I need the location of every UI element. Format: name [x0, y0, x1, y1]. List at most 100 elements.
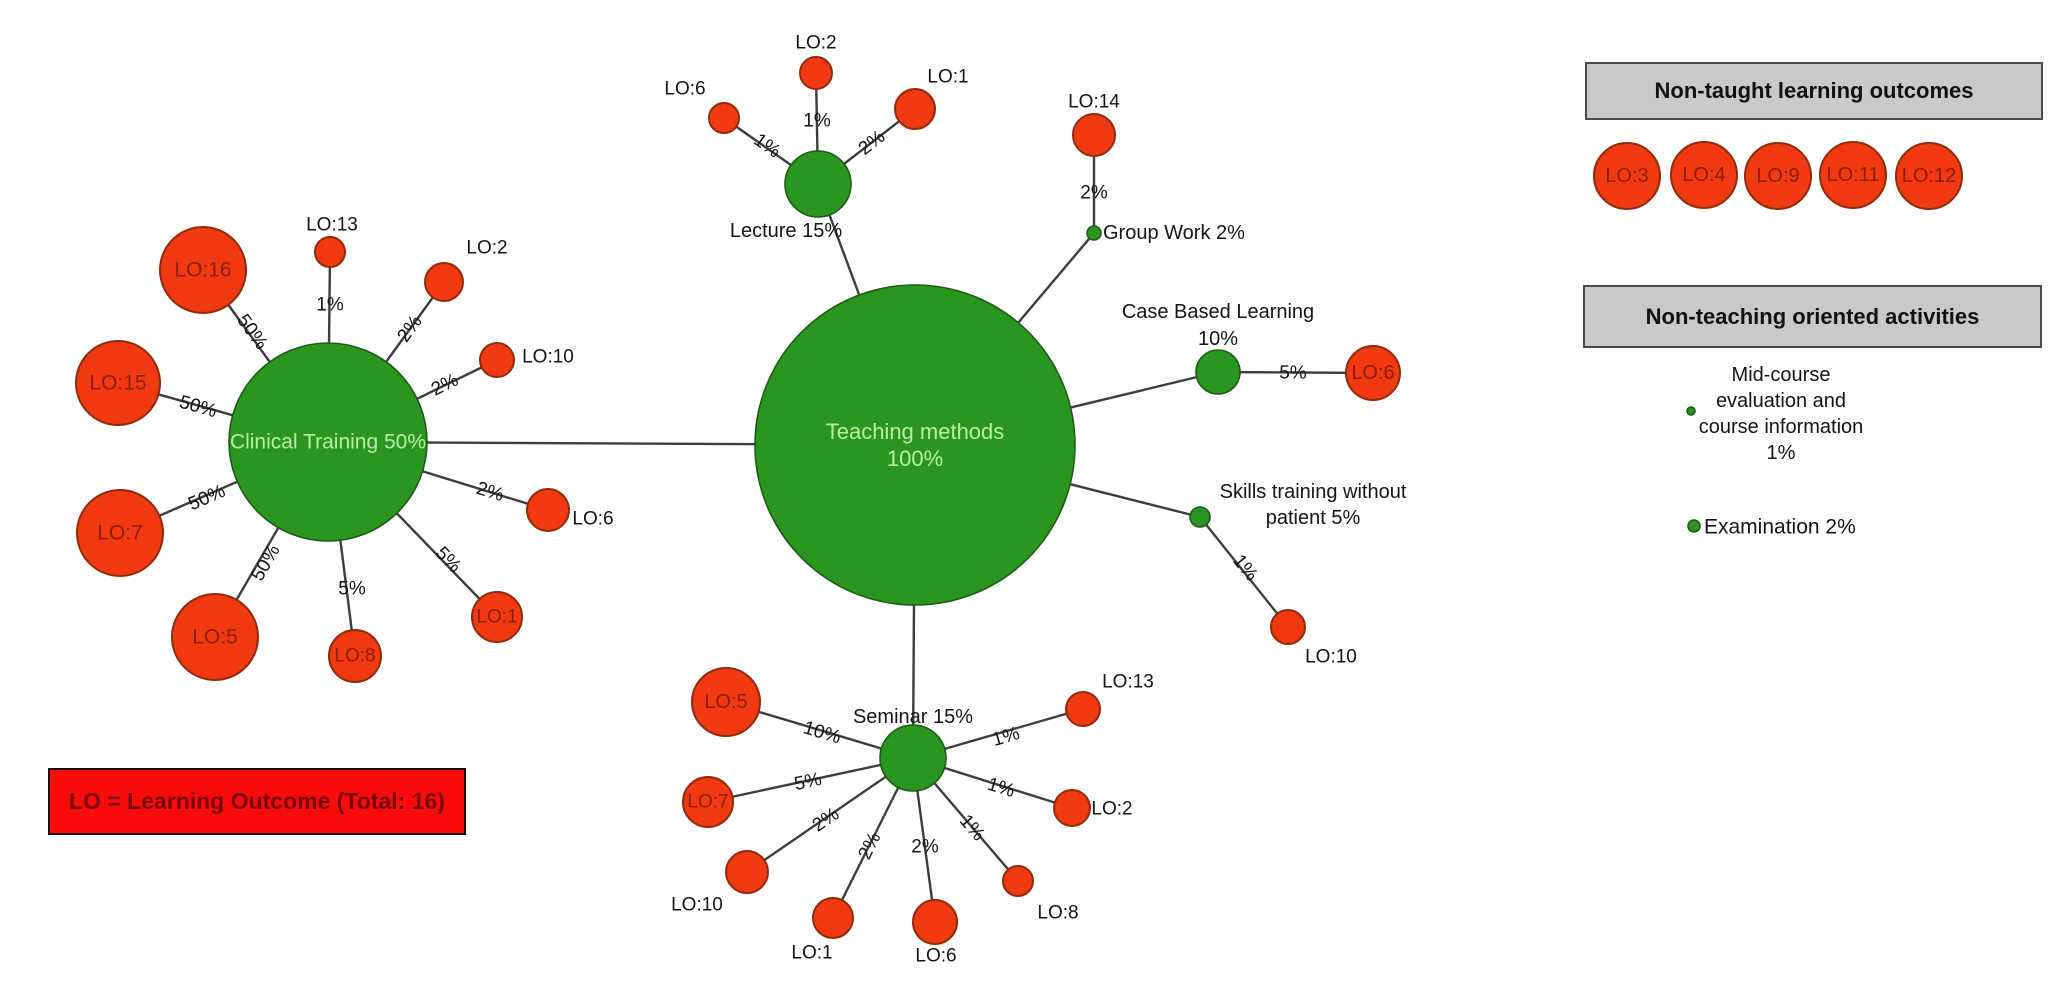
- label-pn-lo12: LO:12: [1902, 165, 1956, 187]
- node-groupwork: [1086, 225, 1102, 241]
- label-sem-lo8: LO:8: [1037, 903, 1078, 924]
- label-sem-lo1: LO:1: [791, 943, 832, 964]
- label-cl-lo8: LO:8: [334, 646, 375, 667]
- edge-label-clinical-cl-lo1: 5%: [431, 543, 465, 577]
- edge-label-groupwork-lo14: 2%: [1080, 183, 1108, 204]
- label-sem-lo7: LO:7: [687, 792, 728, 813]
- label-sem-lo5: LO:5: [704, 691, 747, 713]
- node-midcourse: [1686, 406, 1696, 416]
- node-sem-lo13: [1065, 691, 1101, 727]
- label-sem-lo10: LO:10: [671, 895, 723, 916]
- node-cl-lo8: [328, 629, 382, 683]
- label-skills-l0: Skills training without: [1220, 481, 1407, 503]
- label-lec-lo6: LO:6: [664, 79, 705, 100]
- label-midcourse-l3: 1%: [1767, 442, 1796, 464]
- node-cl-lo5: [171, 593, 259, 681]
- label-cl-lo13: LO:13: [306, 215, 358, 236]
- label-pn-lo3: LO:3: [1605, 165, 1648, 187]
- edge-label-clinical-cl-lo15: 50%: [177, 392, 219, 423]
- edge-label-clinical-cl-lo5: 50%: [247, 541, 284, 585]
- node-pn-lo12: [1895, 142, 1963, 210]
- node-skills: [1189, 506, 1211, 528]
- label-midcourse-l1: evaluation and: [1716, 390, 1846, 412]
- node-sem-lo6: [912, 899, 958, 945]
- edge-label-seminar-sem-lo5: 10%: [801, 717, 844, 748]
- edge-label-seminar-sem-lo1: 2%: [854, 829, 885, 863]
- edge-label-cbl-cbl-lo6: 5%: [1279, 362, 1307, 383]
- node-cl-lo15: [75, 340, 161, 426]
- edge-label-clinical-cl-lo2: 2%: [393, 312, 426, 347]
- edge-label-clinical-cl-lo13: 1%: [316, 295, 344, 316]
- label-clinical: Clinical Training 50%: [230, 431, 426, 454]
- node-pn-lo4: [1670, 141, 1738, 209]
- node-clinical: [228, 342, 428, 542]
- label-cbl-l0: Case Based Learning: [1122, 301, 1314, 323]
- label-midcourse-l0: Mid-course: [1732, 364, 1831, 386]
- node-cl-lo7: [76, 489, 164, 577]
- label-sem-lo2: LO:2: [1091, 799, 1132, 820]
- node-lo14: [1072, 113, 1116, 157]
- label-lecture: Lecture 15%: [730, 220, 843, 242]
- edge-label-skills-sk-lo10: 1%: [1228, 551, 1262, 586]
- edge-label-clinical-cl-lo8: 5%: [338, 579, 366, 600]
- lo-legend-label: LO = Learning Outcome (Total: 16): [69, 788, 445, 814]
- non-taught-header-label: Non-taught learning outcomes: [1654, 78, 1974, 103]
- node-sem-lo7: [682, 776, 734, 828]
- node-lec-lo6: [708, 102, 740, 134]
- label-skills-l1: patient 5%: [1266, 507, 1361, 529]
- edge-label-clinical-cl-lo6: 2%: [474, 478, 507, 506]
- edge-label-seminar-sem-lo7: 5%: [792, 769, 823, 795]
- node-pn-lo9: [1744, 142, 1812, 210]
- label-teaching-l0: Teaching methods: [826, 419, 1005, 444]
- label-lo14: LO:14: [1068, 92, 1120, 113]
- label-cbl-lo6: LO:6: [1351, 362, 1394, 384]
- label-sem-lo13: LO:13: [1102, 672, 1154, 693]
- non-taught-header: Non-taught learning outcomes: [1585, 62, 2043, 120]
- node-cl-lo1: [471, 591, 523, 643]
- label-lec-lo2: LO:2: [795, 33, 836, 54]
- node-lec-lo1: [894, 88, 936, 130]
- label-cl-lo5: LO:5: [192, 626, 238, 649]
- node-lecture: [784, 150, 852, 218]
- node-sem-lo1: [812, 897, 854, 939]
- label-midcourse-l2: course information: [1699, 416, 1864, 438]
- label-cl-lo16: LO:16: [174, 259, 231, 282]
- label-groupwork: Group Work 2%: [1103, 222, 1245, 244]
- label-cl-lo7: LO:7: [97, 522, 143, 545]
- node-cl-lo16: [159, 226, 247, 314]
- non-teaching-header: Non-teaching oriented activities: [1583, 285, 2042, 348]
- node-seminar: [879, 724, 947, 792]
- label-sem-lo6: LO:6: [915, 946, 956, 967]
- label-exam: Examination 2%: [1704, 516, 1856, 539]
- node-pn-lo3: [1593, 142, 1661, 210]
- node-sem-lo8: [1002, 865, 1034, 897]
- lo-legend-box: LO = Learning Outcome (Total: 16): [48, 768, 466, 835]
- label-cl-lo10: LO:10: [522, 347, 574, 368]
- edge-label-seminar-sem-lo2: 1%: [985, 774, 1018, 802]
- node-cl-lo6: [526, 488, 570, 532]
- node-cl-lo10: [479, 342, 515, 378]
- edge-label-lecture-lec-lo1: 2%: [855, 126, 890, 159]
- node-lec-lo2: [799, 56, 833, 90]
- node-pn-lo11: [1819, 141, 1887, 209]
- label-seminar: Seminar 15%: [853, 706, 973, 728]
- label-cl-lo15: LO:15: [89, 372, 146, 395]
- non-teaching-header-label: Non-teaching oriented activities: [1645, 303, 1980, 329]
- node-cl-lo2: [424, 262, 464, 302]
- edge-seminar-sem-lo7: [707, 756, 914, 804]
- label-cl-lo1: LO:1: [476, 607, 517, 628]
- node-cbl-lo6: [1345, 345, 1401, 401]
- edge-label-lecture-lec-lo2: 1%: [803, 111, 831, 132]
- node-sem-lo5: [691, 667, 761, 737]
- label-sk-lo10: LO:10: [1305, 647, 1357, 668]
- edge-label-seminar-sem-lo13: 1%: [990, 723, 1022, 751]
- label-lec-lo1: LO:1: [927, 67, 968, 88]
- edge-label-seminar-sem-lo6: 2%: [911, 837, 939, 858]
- node-sk-lo10: [1270, 609, 1306, 645]
- label-cl-lo6: LO:6: [572, 509, 613, 530]
- label-teaching-l1: 100%: [887, 446, 943, 471]
- label-pn-lo11: LO:11: [1827, 164, 1880, 186]
- node-sem-lo10: [725, 850, 769, 894]
- node-sem-lo2: [1053, 789, 1091, 827]
